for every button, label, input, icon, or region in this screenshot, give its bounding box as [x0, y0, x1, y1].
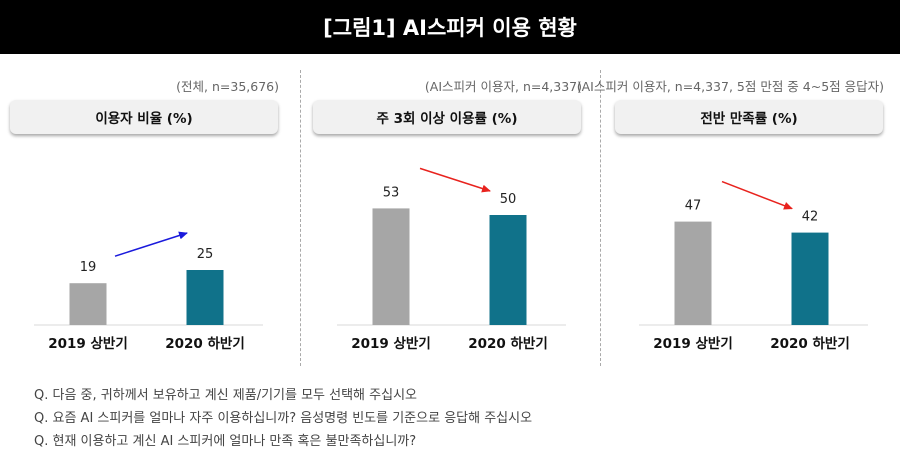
x-tick-label: 2020 하반기: [770, 335, 850, 352]
trend-arrow: [419, 167, 491, 193]
x-tick-label: 2019 상반기: [653, 335, 733, 352]
bar: [186, 270, 224, 325]
data-label: 42: [802, 210, 819, 225]
trend-arrow: [114, 231, 188, 257]
trend-arrow: [721, 180, 793, 210]
question-2: Q. 요즘 AI 스피커를 얼마나 자주 이용하십니까? 음성명령 빈도를 기준…: [34, 411, 533, 426]
bar-chart-usage-ratio: 19 2019 상반기 25 2020 하반기: [34, 231, 263, 352]
panel-note: (AI스피커 이용자, n=4,337, 5점 만점 중 4~5점 응답자): [576, 79, 884, 94]
x-tick-label: 2020 하반기: [165, 335, 245, 352]
bar: [489, 215, 527, 325]
data-label: 47: [685, 199, 702, 214]
question-1: Q. 다음 중, 귀하께서 보유하고 계신 제품/기기를 모두 선택해 주십시오: [34, 388, 417, 403]
bar: [791, 232, 829, 325]
x-tick-label: 2019 상반기: [351, 335, 431, 352]
panel-note: (전체, n=35,676): [176, 79, 279, 94]
bar: [674, 221, 712, 325]
bar-chart-satisfaction: 47 2019 상반기 42 2020 하반기: [639, 180, 868, 352]
panel-note: (AI스피커 이용자, n=4,337): [424, 79, 582, 94]
x-tick-label: 2019 상반기: [48, 335, 128, 352]
bar: [69, 283, 107, 325]
x-tick-label: 2020 하반기: [468, 335, 548, 352]
panel-divider: [600, 70, 601, 366]
question-3: Q. 현재 이용하고 계신 AI 스피커에 얼마나 만족 혹은 불만족하십니까?: [34, 434, 417, 449]
chart-title: [그림1] AI스피커 이용 현황: [0, 0, 900, 54]
data-label: 19: [80, 260, 97, 275]
panel-satisfaction: (AI스피커 이용자, n=4,337, 5점 만점 중 4~5점 응답자) 전…: [577, 70, 890, 370]
panel-header: 전반 만족률 (%): [615, 100, 883, 134]
panel-divider: [300, 70, 301, 366]
bar-chart-weekly-usage: 53 2019 상반기 50 2020 하반기: [337, 167, 566, 352]
panel-usage-ratio: (전체, n=35,676) 이용자 비율 (%) 19 2019 상반기 25 20…: [0, 70, 285, 370]
panel-weekly-usage: (AI스피커 이용자, n=4,337) 주 3회 이상 이용률 (%) 53 2…: [303, 70, 588, 370]
data-label: 53: [383, 185, 400, 200]
data-label: 25: [197, 247, 214, 262]
bar: [372, 208, 410, 325]
data-label: 50: [500, 192, 517, 207]
panel-header: 주 3회 이상 이용률 (%): [313, 100, 581, 134]
panel-header: 이용자 비율 (%): [10, 100, 278, 134]
survey-questions: Q. 다음 중, 귀하께서 보유하고 계신 제품/기기를 모두 선택해 주십시오…: [34, 384, 532, 453]
